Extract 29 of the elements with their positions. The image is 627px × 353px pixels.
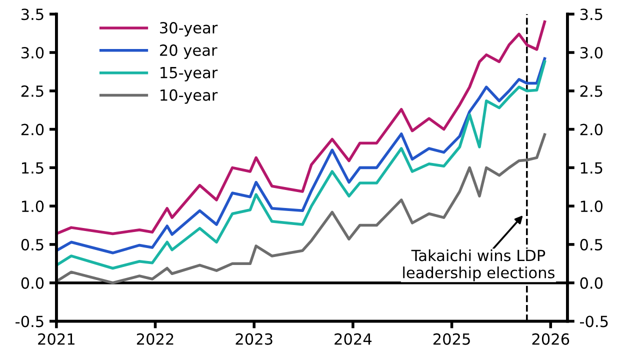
y-tick-label: 1.0 [22, 200, 44, 212]
x-tick-label: 2022 [136, 333, 174, 345]
y-tick-label: 3.5 [21, 8, 44, 20]
y-tick-label: 2.0 [21, 124, 44, 136]
y-tick-label: 0.5 [21, 238, 44, 250]
y-tick-label: -0.5 [16, 316, 44, 328]
y2-tick-label: -0.5 [580, 316, 608, 328]
y-tick-label: 2.5 [21, 85, 44, 97]
x-tick-label: 2024 [334, 333, 372, 345]
y2-tick-label: 2.5 [580, 85, 602, 97]
y-tick-label: 3.0 [21, 46, 44, 59]
y2-tick-label: 2.0 [580, 124, 603, 136]
y-tick-label: 0.0 [21, 277, 44, 289]
x-tick-label: 2026 [532, 333, 570, 345]
y2-tick-label: 0.5 [580, 238, 602, 250]
y2-tick-label: 1.5 [580, 162, 602, 174]
x-tick-label: 2025 [433, 333, 470, 345]
x-tick-label: 2021 [38, 333, 74, 345]
legend-label: 30-year [160, 22, 218, 37]
x-tick-label: 2023 [236, 333, 272, 345]
legend-label: 20 year [160, 44, 218, 59]
y2-tick-label: 1.0 [580, 200, 603, 212]
y2-tick-label: 3.0 [580, 46, 603, 59]
legend-label: 10-year [160, 89, 218, 104]
legend-label: 15-year [160, 67, 218, 82]
y-tick-label: 1.5 [22, 162, 44, 174]
y2-tick-label: 3.5 [580, 8, 602, 20]
annotation: Takaichi wins LDP leadership elections [403, 249, 554, 282]
y2-tick-label: 0.0 [580, 277, 603, 289]
